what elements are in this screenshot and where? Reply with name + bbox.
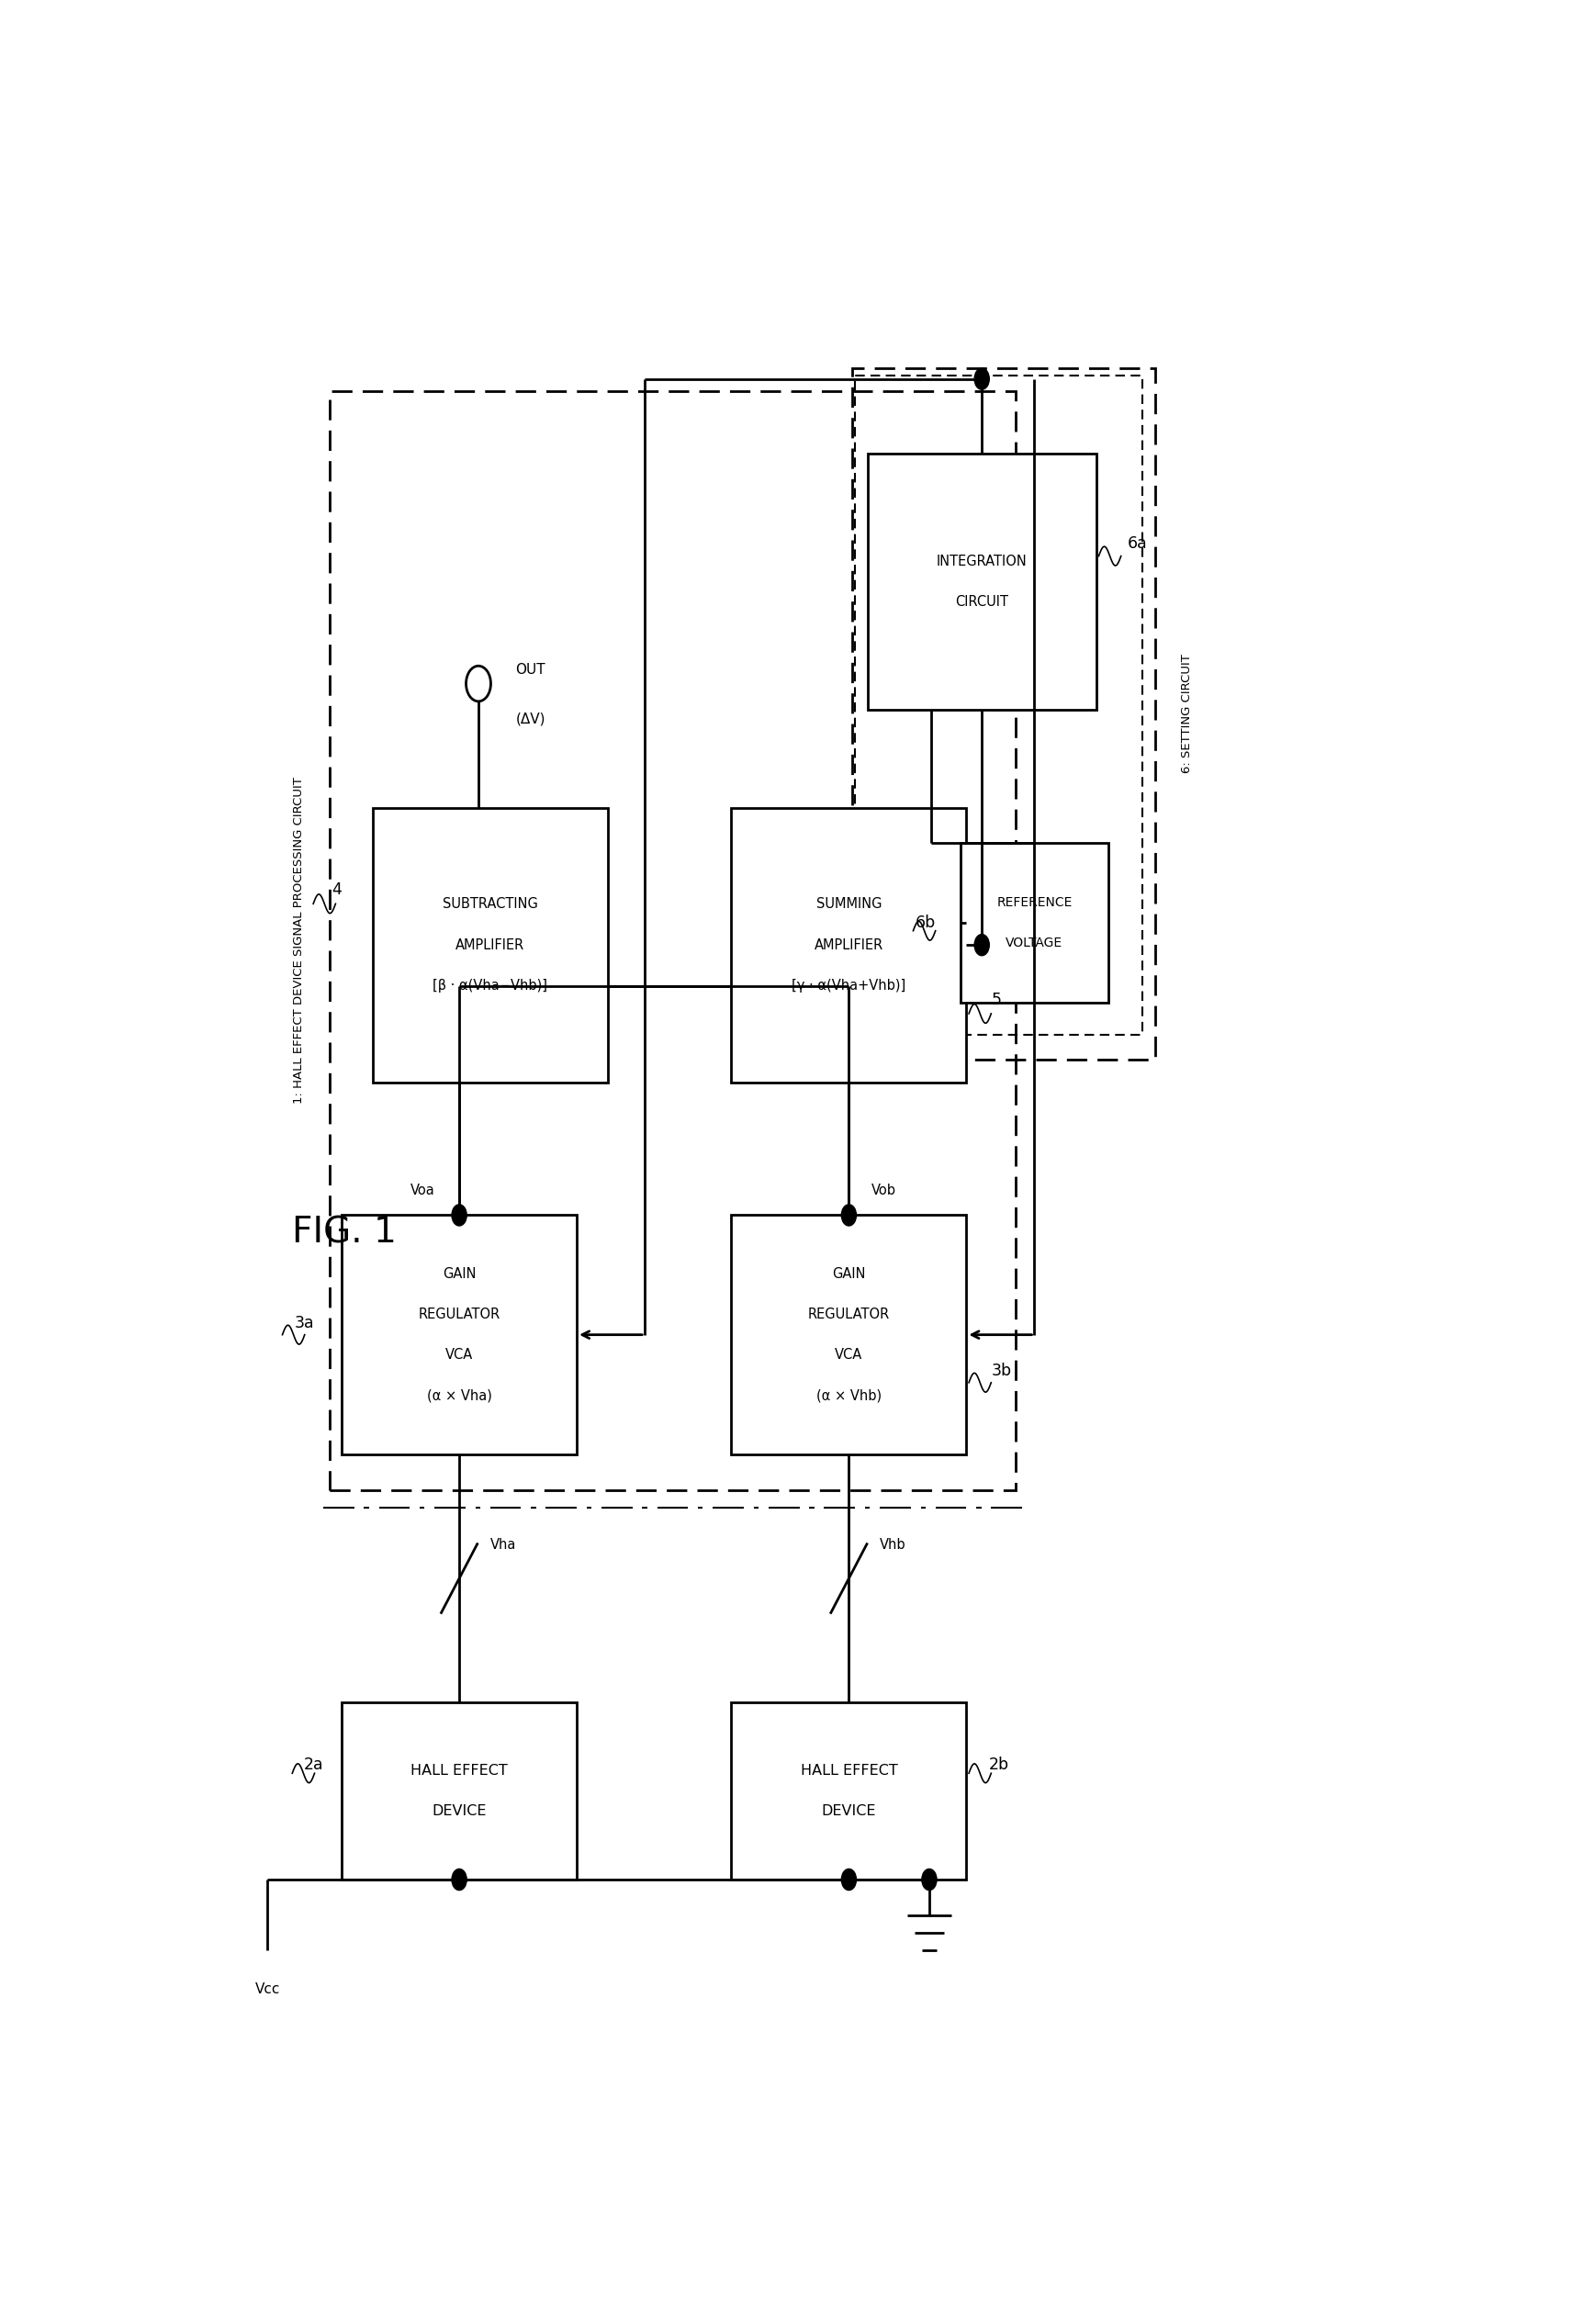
Bar [373,808,608,1081]
Text: SUBTRACTING: SUBTRACTING [442,897,538,911]
Text: VCA: VCA [445,1348,472,1362]
Bar [329,391,1017,1489]
Text: [γ · α(Vha+Vhb)]: [γ · α(Vha+Vhb)] [792,978,907,992]
Text: (α × Vha): (α × Vha) [426,1390,492,1404]
Text: (ΔV): (ΔV) [516,713,546,725]
Text: 1: HALL EFFECT DEVICE SIGNAL PROCESSING CIRCUIT: 1: HALL EFFECT DEVICE SIGNAL PROCESSING … [292,778,305,1104]
Circle shape [452,1203,466,1226]
Text: 4: 4 [332,881,342,897]
Circle shape [922,1868,937,1889]
Text: GAIN: GAIN [442,1268,476,1282]
Text: [β · α(Vha−Vhb)]: [β · α(Vha−Vhb)] [433,978,547,992]
Text: AMPLIFIER: AMPLIFIER [455,939,525,953]
Bar [342,1215,576,1454]
Text: CIRCUIT: CIRCUIT [956,596,1009,610]
Text: Vha: Vha [490,1537,516,1551]
Bar [731,1703,966,1880]
Text: Voa: Voa [410,1183,434,1197]
Text: Vhb: Vhb [879,1537,907,1551]
Text: 3b: 3b [991,1362,1012,1378]
Text: FIG. 1: FIG. 1 [292,1215,397,1249]
Bar [731,808,966,1081]
Text: Vob: Vob [871,1183,895,1197]
Text: Vcc: Vcc [255,1983,281,1995]
Circle shape [975,934,990,955]
Text: GAIN: GAIN [832,1268,865,1282]
Text: REGULATOR: REGULATOR [808,1307,891,1321]
Circle shape [841,1868,857,1889]
Text: 6b: 6b [915,913,935,932]
Circle shape [841,1203,857,1226]
Bar [342,1703,576,1880]
Bar [731,1215,966,1454]
Text: HALL EFFECT: HALL EFFECT [800,1765,897,1776]
Circle shape [452,1868,466,1889]
Text: INTEGRATION: INTEGRATION [937,555,1028,568]
Text: 6: SETTING CIRCUIT: 6: SETTING CIRCUIT [1181,653,1192,773]
Bar [868,453,1096,711]
Text: 5: 5 [991,992,1001,1008]
Text: 6a: 6a [1127,534,1148,552]
Bar [855,375,1143,1035]
Text: DEVICE: DEVICE [433,1804,487,1818]
Text: HALL EFFECT: HALL EFFECT [410,1765,508,1776]
Text: 2a: 2a [303,1756,324,1772]
Text: SUMMING: SUMMING [816,897,881,911]
Bar [852,368,1156,1058]
Text: (α × Vhb): (α × Vhb) [816,1390,881,1404]
Text: REFERENCE: REFERENCE [996,895,1073,909]
Text: 2b: 2b [988,1756,1009,1772]
Text: OUT: OUT [516,663,546,676]
Text: DEVICE: DEVICE [822,1804,876,1818]
Text: VOLTAGE: VOLTAGE [1005,937,1063,950]
Text: AMPLIFIER: AMPLIFIER [814,939,884,953]
Bar [961,842,1109,1003]
Circle shape [975,368,990,389]
Text: REGULATOR: REGULATOR [418,1307,500,1321]
Text: VCA: VCA [835,1348,863,1362]
Text: 3a: 3a [295,1314,314,1330]
